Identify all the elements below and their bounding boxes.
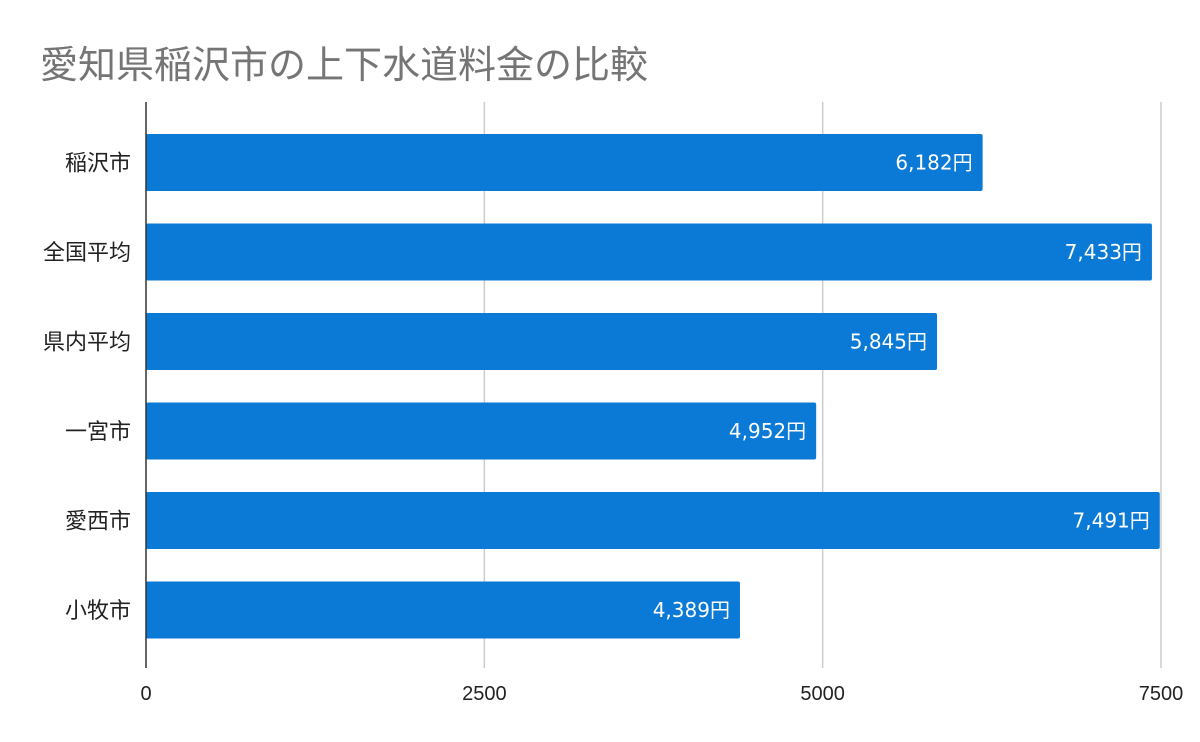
bar-4 bbox=[146, 492, 1160, 549]
x-tick-7500: 7500 bbox=[1139, 683, 1184, 705]
data-label-3: 4,952円 bbox=[729, 419, 806, 443]
chart-title: 愛知県稲沢市の上下水道料金の比較 bbox=[40, 43, 649, 87]
category-label-3: 一宮市 bbox=[65, 420, 131, 445]
category-label-0: 稲沢市 bbox=[65, 152, 131, 177]
data-label-4: 7,491円 bbox=[1073, 509, 1150, 533]
category-label-1: 全国平均 bbox=[43, 241, 131, 266]
data-label-1: 7,433円 bbox=[1065, 240, 1142, 264]
bar-5 bbox=[146, 581, 740, 639]
data-label-5: 4,389円 bbox=[653, 598, 730, 622]
bar-1 bbox=[146, 223, 1152, 281]
x-tick-labels: 0 2500 5000 7500 bbox=[140, 683, 1183, 705]
bars: 6,182円 7,433円 5,845円 4,952円 7,491円 4,389円 bbox=[146, 134, 1160, 639]
bar-3 bbox=[146, 402, 817, 460]
bar-2 bbox=[146, 313, 938, 370]
x-tick-5000: 5000 bbox=[800, 683, 845, 705]
category-label-2: 県内平均 bbox=[43, 331, 131, 356]
category-label-4: 愛西市 bbox=[65, 510, 131, 535]
x-tick-0: 0 bbox=[140, 683, 151, 705]
x-tick-2500: 2500 bbox=[462, 683, 507, 705]
data-label-2: 5,845円 bbox=[850, 330, 927, 354]
data-label-0: 6,182円 bbox=[895, 151, 972, 175]
bar-0 bbox=[146, 134, 983, 191]
category-label-5: 小牧市 bbox=[65, 599, 131, 624]
gridlines bbox=[483, 102, 1162, 668]
